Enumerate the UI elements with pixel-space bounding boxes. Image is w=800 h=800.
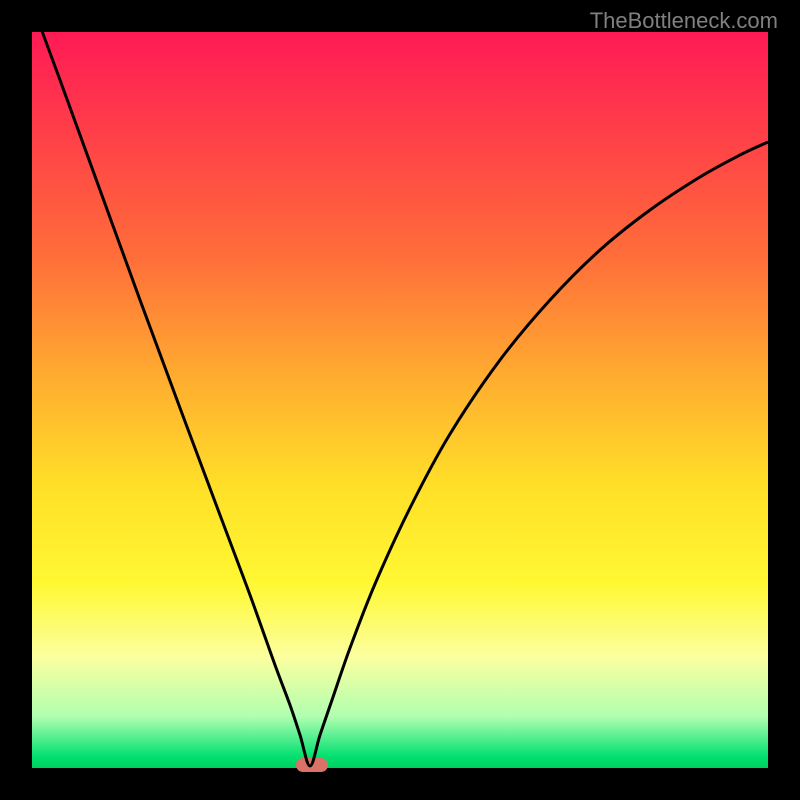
bottleneck-curve [0,0,800,800]
bottleneck-chart: TheBottleneck.com [0,0,800,800]
watermark-text: TheBottleneck.com [590,8,778,34]
curve-path [32,4,768,766]
